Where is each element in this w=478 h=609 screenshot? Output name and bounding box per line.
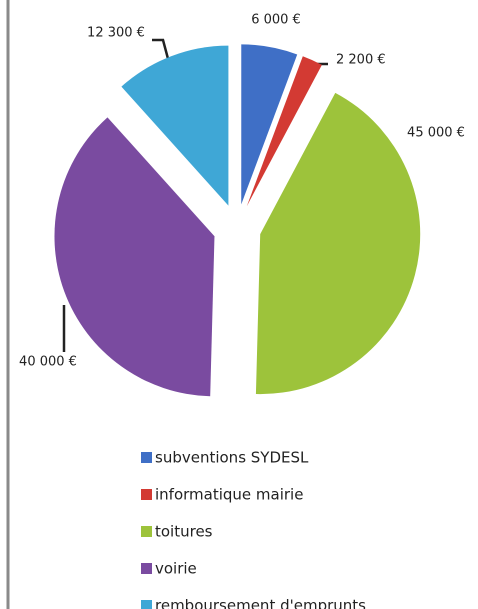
data-label: 45 000 € — [407, 126, 465, 141]
pie-slice — [121, 45, 229, 206]
data-label: 12 300 € — [87, 26, 145, 41]
legend-swatch — [141, 563, 152, 574]
pie-slice — [246, 56, 322, 207]
legend-label: subventions SYDESL — [155, 449, 309, 467]
legend-swatch — [141, 452, 152, 463]
legend-swatch — [141, 526, 152, 537]
legend-label: toitures — [155, 523, 213, 541]
pie-slice — [241, 44, 298, 205]
data-label: 2 200 € — [336, 53, 386, 68]
legend-label: voirie — [155, 560, 197, 578]
legend-label: informatique mairie — [155, 486, 303, 504]
pie-slice — [255, 92, 421, 395]
pie-slice — [54, 117, 215, 397]
legend-label: remboursement d'emprunts — [155, 597, 366, 609]
data-label: 40 000 € — [19, 355, 77, 370]
legend-swatch — [141, 600, 152, 609]
legend-swatch — [141, 489, 152, 500]
data-label: 6 000 € — [251, 13, 301, 28]
